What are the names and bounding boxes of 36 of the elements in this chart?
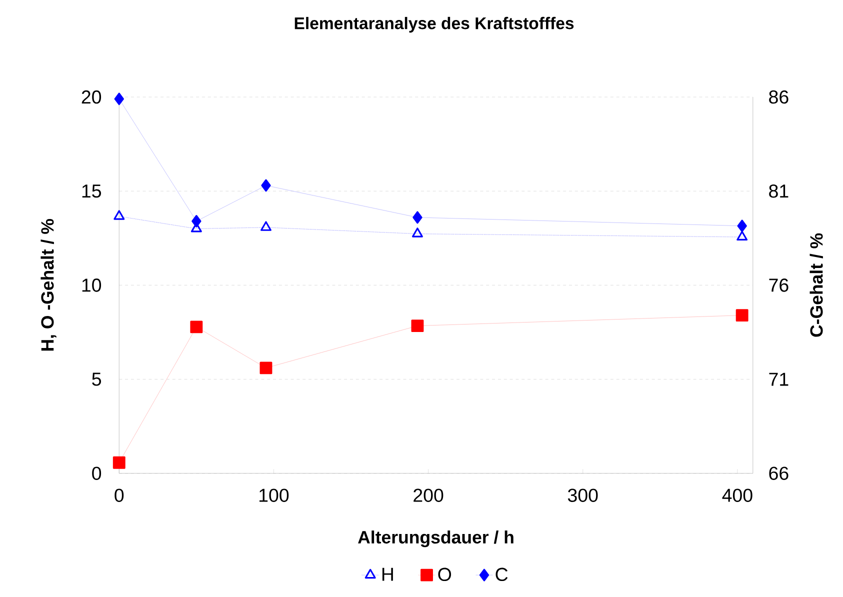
y2-tick-label: 66	[769, 466, 788, 480]
point	[112, 456, 126, 469]
y-tick-label: 15	[82, 184, 101, 198]
y-tick-label: 20	[82, 90, 102, 104]
point	[736, 309, 748, 322]
y2-tick-label: 81	[769, 184, 788, 198]
chart-title: Elementaranalyse des Kraftstofffes	[294, 16, 574, 33]
point	[114, 210, 125, 220]
point	[737, 220, 747, 232]
y2-tick-label: 76	[769, 278, 788, 292]
point	[736, 230, 748, 240]
y2-tick-label: 71	[769, 372, 788, 386]
y2-axis-title: C-Gehalt / %	[810, 233, 823, 337]
x-tick-label: 100	[260, 488, 289, 502]
x-tick-label: 300	[568, 488, 598, 502]
point	[260, 362, 272, 374]
point	[260, 221, 272, 231]
legend-label: H	[382, 568, 393, 581]
y-tick-label: 5	[92, 372, 101, 386]
point	[261, 179, 271, 192]
point	[412, 228, 423, 238]
x-axis-title: Alterungsdauer / h	[358, 530, 514, 548]
legend-label: C	[496, 568, 508, 582]
y2-tick-label: 86	[769, 90, 788, 104]
y-axis-title: H, O -Gehalt / %	[40, 219, 56, 351]
x-tick-label: 0	[114, 488, 124, 502]
x-tick-label: 400	[722, 488, 752, 502]
point	[190, 320, 203, 334]
y-tick-label: 0	[92, 466, 102, 480]
x-tick-label: 200	[414, 488, 444, 502]
point	[114, 92, 124, 106]
point	[411, 320, 424, 332]
legend-label: O	[438, 568, 452, 582]
y-tick-label: 10	[82, 278, 102, 292]
point	[412, 211, 422, 224]
point	[192, 214, 202, 228]
